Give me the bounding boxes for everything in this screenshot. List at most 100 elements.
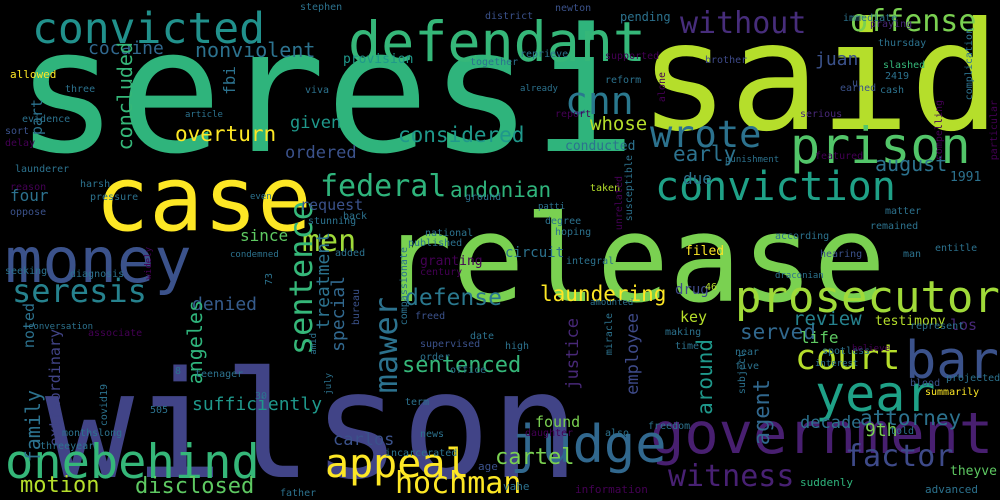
word-pressure: pressure (90, 192, 139, 203)
word-subject: subject (737, 352, 748, 395)
word-allowed: allowed (10, 68, 57, 81)
word-teenager: teenager (195, 369, 244, 380)
word-freed: freed (415, 311, 446, 322)
word-information: information (575, 483, 648, 496)
word-wilson: wilson (45, 340, 580, 500)
word-five: five (735, 361, 760, 372)
word-monthslong: monthslong (62, 428, 123, 439)
word-offense: offense (850, 4, 977, 39)
word-extraordinary: extraordinary (46, 329, 64, 447)
word-decade: decade (800, 413, 862, 433)
word-published: published (408, 238, 463, 249)
word-report: report (555, 109, 592, 120)
word-served: served (740, 320, 816, 344)
word-supported: supported (605, 51, 660, 62)
word-reason: reason (10, 182, 47, 193)
word-threeyear: threeyear (40, 441, 95, 452)
word-amid: amid (309, 333, 319, 355)
word-money: money (5, 224, 192, 297)
word-concluded: concluded (113, 42, 137, 151)
word-projected: projected (946, 373, 1000, 384)
word-daughter: daughter (525, 428, 574, 439)
word-mawer: mawer (367, 297, 405, 394)
word-newton: newton (555, 3, 592, 14)
word-sufficiently: sufficiently (192, 394, 323, 415)
word-cartel: cartel (495, 445, 575, 470)
word-key: key (680, 308, 708, 326)
word-conviction: conviction (655, 164, 896, 210)
word-without: without (680, 6, 807, 41)
word-conducted: conducted (565, 139, 636, 154)
word-brother: brother (705, 55, 748, 66)
word-told: told (890, 426, 915, 437)
word-taken: taken (590, 183, 621, 194)
word-nonviolent: nonviolent (195, 38, 316, 62)
word-provision: provision (343, 52, 414, 67)
word-u: u (852, 78, 859, 89)
word-release: release (380, 191, 886, 330)
word-los: los (950, 316, 978, 334)
word-featured: featured (815, 151, 864, 162)
word-date: date (470, 331, 495, 342)
word-term: term (405, 397, 430, 408)
word-cash: cash (880, 85, 905, 96)
word-complication: complication (964, 28, 975, 101)
word-district: district (485, 11, 534, 22)
word-evidence: evidence (22, 114, 71, 125)
word-father: father (280, 488, 317, 499)
word-ordered: ordered (285, 143, 357, 163)
word-seresis: seresis (12, 272, 147, 310)
word-degree: degree (545, 216, 582, 227)
word-delay: delay (5, 138, 36, 149)
word-onebehind: onebehind (5, 435, 260, 490)
word-circuit: circuit (505, 245, 565, 261)
word-vahe: vahe (503, 480, 530, 493)
word-sentenced: sentenced (402, 353, 522, 378)
word-praying: praying (870, 19, 913, 30)
word-compelling: compelling (934, 100, 945, 161)
word-seresi: seresi (15, 0, 637, 192)
word-hearing: hearing (820, 249, 863, 260)
word-four: four (10, 186, 49, 205)
word-advanced: advanced (925, 483, 978, 496)
word-stephen: stephen (300, 2, 343, 13)
word-amounted: amounted (590, 298, 634, 308)
word-condemned: condemned (230, 250, 279, 260)
word-time: time (675, 341, 700, 352)
word-request: request (300, 196, 364, 214)
word-cnn: cnn (565, 79, 634, 123)
word-appeal: appeal (325, 441, 470, 487)
word-july: july (324, 373, 334, 395)
word-supervised: supervised (420, 339, 481, 350)
word-added: added (335, 248, 366, 259)
word-even: even (250, 192, 272, 202)
word-covid19: covid19 (99, 384, 110, 427)
word-men: men (302, 224, 357, 259)
word-employee: employee (623, 313, 643, 395)
word-justice: justice (563, 318, 583, 390)
word-federal: federal (320, 169, 447, 204)
word-immediate: immediate (843, 13, 898, 24)
word-already: already (520, 84, 558, 94)
word-patti: patti (538, 202, 566, 212)
word-1991: 1991 (950, 170, 982, 185)
word-diagnosis: diagnosis (70, 269, 125, 280)
word-serious: serious (800, 109, 843, 120)
word-government: government (650, 401, 994, 467)
word-pending: pending (620, 10, 671, 24)
word-granting: granting (420, 254, 483, 269)
word-back: back (343, 211, 368, 222)
word-whose: whose (590, 113, 648, 135)
word-entitle: entitle (935, 243, 978, 254)
word-making: making (665, 327, 702, 338)
word-three: three (65, 84, 96, 95)
word-represent: represent (910, 321, 965, 332)
word-laundering: laundering (540, 282, 667, 306)
word-summarily: summarily (925, 387, 980, 398)
word-case: case (95, 147, 312, 252)
word-oppose: oppose (10, 207, 47, 218)
word-review: review (793, 308, 862, 330)
word-attorney: attorney (860, 406, 962, 430)
word-interest: interest (815, 359, 859, 369)
word-wrote: wrote (650, 113, 762, 156)
